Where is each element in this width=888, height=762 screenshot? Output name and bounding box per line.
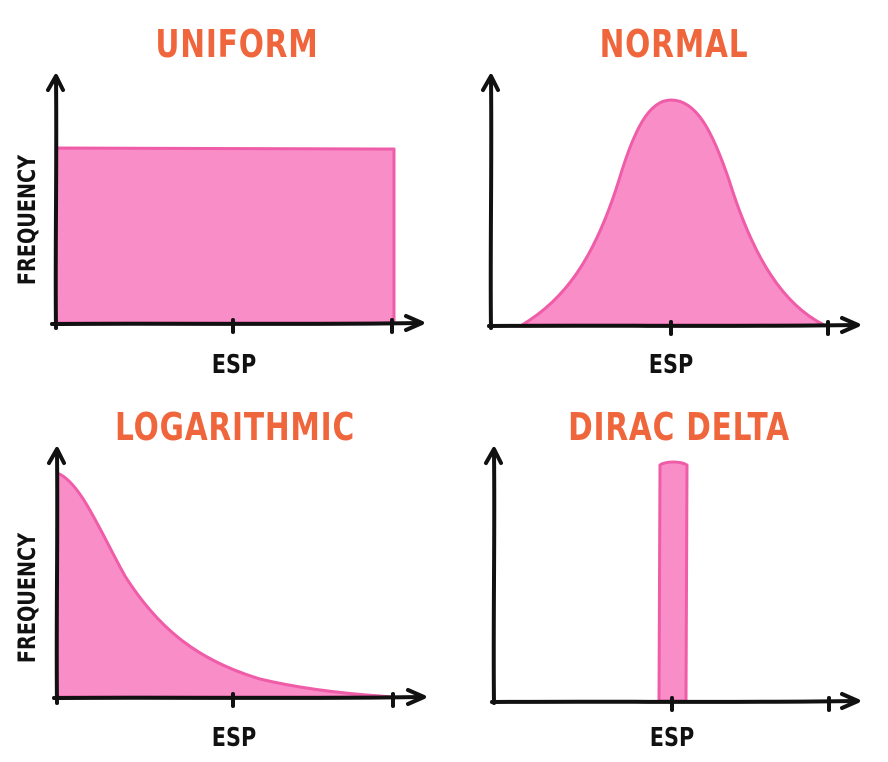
x-axis-arrowhead: [404, 314, 424, 332]
panel-dirac-delta: DIRAC DELTA ESP: [444, 381, 888, 762]
y-axis-arrowhead: [484, 447, 503, 465]
x-axis-label: ESP: [211, 350, 257, 380]
x-axis-arrowhead: [406, 688, 426, 706]
y-axis: [491, 451, 497, 705]
x-axis: [487, 323, 858, 328]
normal-curve-area: [520, 98, 826, 327]
panel-logarithmic: LOGARITHMIC ESP FREQUENCY: [0, 381, 444, 762]
y-axis-label: FREQUENCY: [13, 154, 41, 286]
uniform-area: [54, 146, 396, 325]
x-axis-label: ESP: [211, 723, 257, 753]
y-axis-arrowhead: [47, 447, 66, 465]
panel-normal: NORMAL ESP: [444, 0, 888, 381]
y-axis-label: FREQUENCY: [13, 532, 41, 664]
panel-title: LOGARITHMIC: [115, 405, 356, 449]
x-axis-arrowhead: [840, 316, 860, 334]
y-axis-arrowhead: [46, 74, 65, 92]
panel-title: NORMAL: [599, 22, 749, 66]
y-axis-arrowhead: [481, 74, 500, 92]
panel-title: UNIFORM: [155, 22, 319, 66]
normal-plot: [481, 74, 860, 336]
x-axis-label: ESP: [648, 350, 694, 380]
x-axis: [50, 321, 422, 326]
y-axis: [54, 451, 60, 705]
y-axis: [488, 78, 494, 330]
x-axis-label: ESP: [649, 723, 695, 753]
dirac-delta-plot: [484, 447, 860, 712]
dirac-spike-area: [657, 460, 689, 703]
logarithmic-curve-area: [55, 471, 397, 699]
panel-title: DIRAC DELTA: [568, 405, 790, 449]
x-axis: [52, 695, 424, 700]
panel-uniform: UNIFORM ESP FREQUENCY: [0, 0, 444, 381]
logarithmic-plot: [47, 447, 426, 708]
x-axis-arrowhead: [840, 692, 860, 710]
y-axis: [53, 78, 59, 330]
uniform-plot: [46, 74, 424, 334]
